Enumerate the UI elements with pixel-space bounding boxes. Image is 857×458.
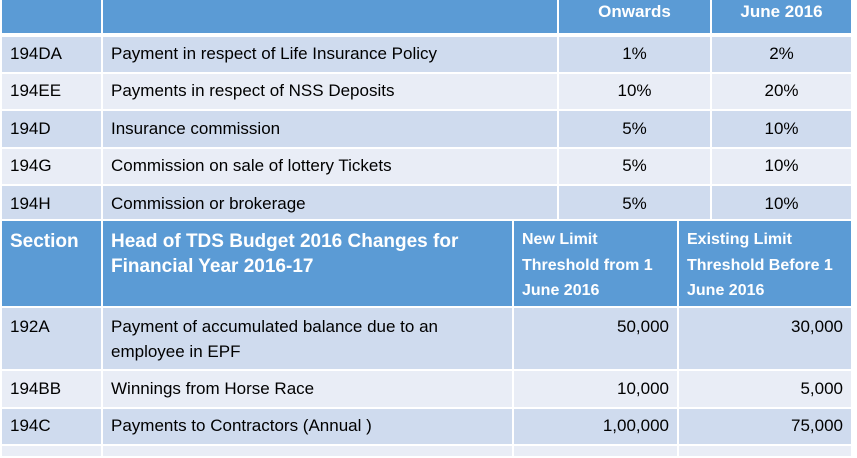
cell-head: Winnings from Horse Race <box>101 369 514 409</box>
table-row: 194EE Payments in respect of NSS Deposit… <box>0 71 853 111</box>
cell-new-rate: 10% <box>557 71 712 111</box>
cell-new-rate: 5% <box>557 109 712 149</box>
rate-table-header: Onwards June 2016 <box>0 0 853 36</box>
cell-section: 194C <box>0 406 103 446</box>
cell-section: 194EE <box>0 71 103 111</box>
header-new-limit: New Limit Threshold from 1 June 2016 <box>512 219 679 308</box>
cell-new-limit: 10,000 <box>512 369 679 409</box>
header-section <box>0 0 103 36</box>
table-row: 194G Commission on sale of lottery Ticke… <box>0 146 853 186</box>
header-old-rate: June 2016 <box>710 0 853 36</box>
cell-empty <box>512 444 679 458</box>
cell-old-rate: 20% <box>710 71 853 111</box>
table-row: 194BB Winnings from Horse Race 10,000 5,… <box>0 369 853 409</box>
cell-new-limit: 50,000 <box>512 306 679 371</box>
cell-old-limit: 5,000 <box>677 369 853 409</box>
cell-old-rate: 2% <box>710 34 853 74</box>
cell-new-rate: 5% <box>557 146 712 186</box>
cell-old-rate: 10% <box>710 109 853 149</box>
cell-old-limit: 75,000 <box>677 406 853 446</box>
cell-head: Payments to Contractors (Annual ) <box>101 406 514 446</box>
cell-head: Payment in respect of Life Insurance Pol… <box>101 34 559 74</box>
cell-section: 194D <box>0 109 103 149</box>
cell-old-rate: 10% <box>710 184 853 224</box>
cell-empty <box>101 444 514 458</box>
header-head: Head of TDS Budget 2016 Changes for Fina… <box>101 219 514 308</box>
cell-empty <box>677 444 853 458</box>
cell-new-rate: 5% <box>557 184 712 224</box>
cell-section: 194DA <box>0 34 103 74</box>
header-new-rate: Onwards <box>557 0 712 36</box>
cell-head: Insurance commission <box>101 109 559 149</box>
header-old-limit: Existing Limit Threshold Before 1 June 2… <box>677 219 853 308</box>
table-row: 194H Commission or brokerage 5% 10% <box>0 184 853 224</box>
table-row: 192A Payment of accumulated balance due … <box>0 306 853 371</box>
table-row: 194DA Payment in respect of Life Insuran… <box>0 34 853 74</box>
cell-section: 194H <box>0 184 103 224</box>
cell-section: 192A <box>0 306 103 371</box>
header-section: Section <box>0 219 103 308</box>
cell-new-limit: 1,00,000 <box>512 406 679 446</box>
cell-head: Commission on sale of lottery Tickets <box>101 146 559 186</box>
cell-old-limit: 30,000 <box>677 306 853 371</box>
cell-section: 194G <box>0 146 103 186</box>
cell-head: Payments in respect of NSS Deposits <box>101 71 559 111</box>
tds-limit-table: Section Head of TDS Budget 2016 Changes … <box>0 219 853 458</box>
cell-new-rate: 1% <box>557 34 712 74</box>
cell-old-rate: 10% <box>710 146 853 186</box>
cell-section: 194BB <box>0 369 103 409</box>
table-row-partial <box>0 444 853 458</box>
table-row: 194D Insurance commission 5% 10% <box>0 109 853 149</box>
cell-head: Payment of accumulated balance due to an… <box>101 306 514 371</box>
header-head <box>101 0 559 36</box>
cell-empty <box>0 444 103 458</box>
limit-table-header: Section Head of TDS Budget 2016 Changes … <box>0 219 853 308</box>
cell-head: Commission or brokerage <box>101 184 559 224</box>
tds-rate-table: Onwards June 2016 194DA Payment in respe… <box>0 0 853 224</box>
table-row: 194C Payments to Contractors (Annual ) 1… <box>0 406 853 446</box>
